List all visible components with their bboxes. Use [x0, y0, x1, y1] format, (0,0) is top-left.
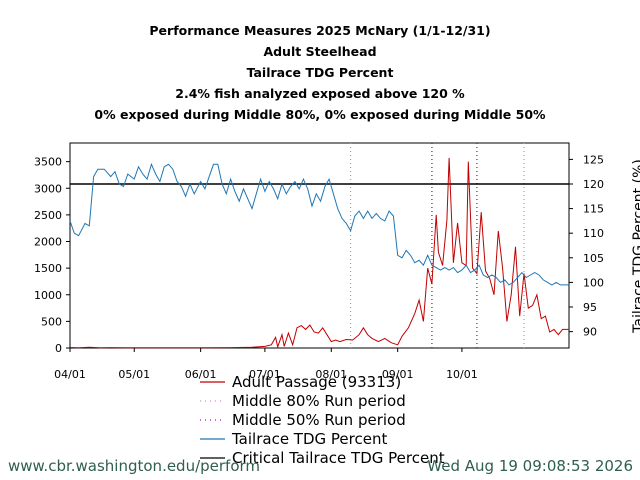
left-y-tick-label: 3500 — [34, 156, 62, 169]
right-y-tick-label: 120 — [583, 178, 604, 191]
legend-label-tdg: Tailrace TDG Percent — [231, 430, 387, 448]
left-y-tick-label: 1000 — [34, 289, 62, 302]
chart-axes: 0 500 1000 1500 2000 2500 3000 3500 90 95 100 105 11… — [34, 153, 640, 381]
right-y-tick-label: 100 — [583, 276, 604, 289]
x-tick-label: 05/01 — [118, 368, 150, 381]
x-tick-label: 06/01 — [185, 368, 217, 381]
left-y-tick-label: 1500 — [34, 262, 62, 275]
left-y-tick-label: 0 — [55, 342, 62, 355]
right-y-axis-title: Tailrace TDG Percent (%) — [631, 159, 640, 334]
footer-url: www.cbr.washington.edu/perform — [8, 457, 260, 475]
chart-marks — [69, 143, 569, 349]
right-y-tick-label: 110 — [583, 227, 604, 240]
legend-label-critical: Critical Tailrace TDG Percent — [232, 449, 445, 467]
left-y-tick-label: 2500 — [34, 209, 62, 222]
right-y-tick-label: 95 — [583, 301, 597, 314]
left-y-tick-label: 2000 — [34, 236, 62, 249]
chart-title-line: Performance Measures 2025 McNary (1/1-12… — [149, 23, 490, 38]
adult-passage-line — [69, 157, 569, 349]
plot-area — [69, 142, 570, 349]
right-y-tick-label: 90 — [583, 326, 597, 339]
left-y-tick-label: 500 — [41, 315, 62, 328]
footer-timestamp: Wed Aug 19 09:08:53 2026 — [427, 457, 633, 475]
left-y-tick-label: 3000 — [34, 182, 62, 195]
legend-label-middle50: Middle 50% Run period — [232, 411, 406, 429]
x-tick-label: 10/01 — [446, 368, 478, 381]
right-y-tick-label: 125 — [583, 153, 604, 166]
chart-title-line: Adult Steelhead — [263, 44, 376, 59]
x-tick-label: 08/01 — [315, 368, 347, 381]
chart-title-block: Performance Measures 2025 McNary (1/1-12… — [94, 23, 546, 122]
tailrace-tdg-line — [69, 162, 569, 286]
chart-title-line: Tailrace TDG Percent — [247, 65, 394, 80]
chart-title-line: 0% exposed during Middle 80%, 0% exposed… — [94, 107, 546, 122]
chart-title-line: 2.4% fish analyzed exposed above 120 % — [175, 86, 465, 101]
right-y-tick-label: 105 — [583, 252, 604, 265]
legend-label-middle80: Middle 80% Run period — [232, 392, 406, 410]
x-tick-label: 09/01 — [382, 368, 414, 381]
x-tick-label: 04/01 — [54, 368, 86, 381]
x-tick-label: 07/01 — [249, 368, 281, 381]
legend-label-passage: Adult Passage (93313) — [232, 373, 401, 391]
chart-legend: Adult Passage (93313)Middle 80% Run peri… — [200, 373, 445, 467]
plot-frame — [69, 142, 570, 349]
right-y-tick-label: 115 — [583, 203, 604, 216]
